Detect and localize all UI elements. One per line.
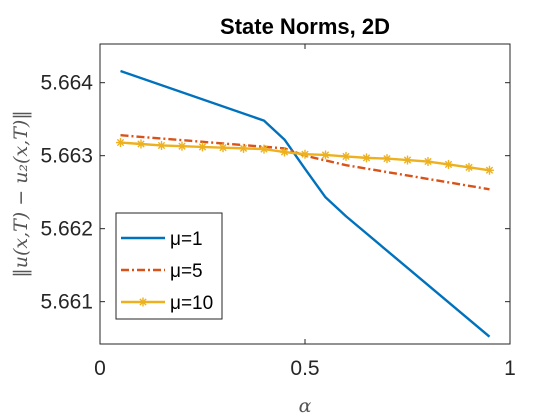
legend-label-mu10: μ=10 [170, 293, 213, 314]
y-tick-label: 5.662 [40, 218, 93, 241]
data-point-mu10 [382, 154, 392, 164]
data-point-mu10 [177, 141, 187, 151]
data-point-mu10 [423, 157, 433, 167]
chart-title: State Norms, 2D [220, 14, 390, 39]
y-tick-label: 5.664 [40, 72, 93, 95]
legend: μ=1 μ=5 μ=10 [115, 212, 223, 320]
data-point-mu10 [116, 138, 125, 148]
data-point-mu10 [300, 149, 310, 159]
data-point-mu10 [157, 140, 166, 150]
data-point-mu10 [280, 147, 289, 157]
data-point-mu10 [239, 143, 248, 153]
data-point-mu10 [218, 143, 228, 153]
y-tick-label: 5.663 [40, 145, 93, 168]
data-point-mu10 [485, 165, 494, 175]
series-line-mu1 [120, 69, 491, 338]
legend-label-mu1: μ=1 [170, 229, 203, 250]
x-axis-label: α [299, 395, 312, 417]
data-point-mu10 [464, 162, 474, 172]
y-tick-label: 5.661 [40, 291, 93, 314]
x-tick-label: 0.5 [290, 357, 319, 380]
data-point-mu10 [341, 151, 351, 161]
x-tick-label: 1 [504, 357, 516, 380]
y-axis-label: ‖u(x,T) − u₂(x,T)‖ [10, 110, 32, 278]
data-point-mu10 [136, 139, 146, 149]
legend-label-mu5: μ=5 [170, 261, 203, 282]
data-point-mu10 [259, 144, 269, 154]
series-layer [116, 69, 494, 338]
data-point-mu10 [198, 142, 207, 152]
data-point-mu10 [321, 150, 330, 160]
data-point-mu10 [403, 155, 412, 165]
legend-marker-mu10 [138, 297, 148, 307]
x-tick-label: 0 [94, 357, 106, 380]
data-point-mu10 [444, 159, 453, 169]
legend-star-marker [138, 297, 148, 307]
series-line-mu5 [120, 134, 490, 191]
axis-ticks: 0 0.5 1 5.661 5.662 5.663 5.664 [40, 44, 516, 380]
data-point-mu10 [362, 153, 371, 163]
